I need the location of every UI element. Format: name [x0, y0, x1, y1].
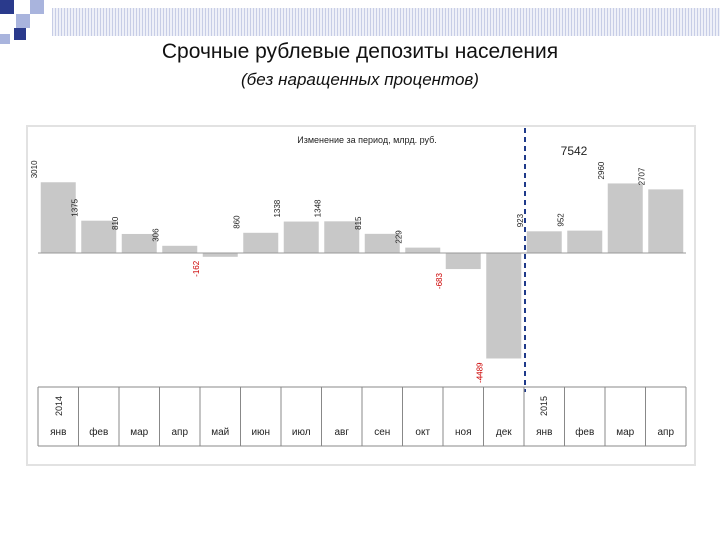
- bar-15: [648, 189, 684, 253]
- value-label-3: 306: [151, 228, 160, 242]
- bar-10: [445, 253, 481, 270]
- bar-8: [364, 233, 400, 253]
- bar-5: [243, 232, 279, 253]
- bar-13: [567, 230, 603, 253]
- value-label-0: 3010: [30, 160, 39, 178]
- value-label-11: -4489: [475, 362, 484, 383]
- value-label-10: -683: [435, 273, 444, 290]
- bar-11: [486, 253, 522, 359]
- slide-subtitle: (без наращенных процентов): [241, 70, 479, 89]
- bar-12: [526, 231, 562, 253]
- category-label-1: фев: [89, 426, 108, 438]
- value-label-4: -162: [192, 260, 201, 277]
- category-label-7: авг: [334, 427, 349, 438]
- category-label-8: сен: [374, 427, 390, 438]
- category-label-15: апр: [657, 427, 674, 438]
- value-label-9: 229: [394, 230, 403, 244]
- value-label-13: 952: [556, 213, 565, 227]
- value-label-12: 923: [516, 213, 525, 227]
- corner-square-5: [0, 34, 10, 44]
- category-label-3: апр: [171, 427, 188, 438]
- corner-square-1: [0, 0, 14, 14]
- bar-0: [40, 182, 76, 253]
- category-label-9: окт: [415, 427, 430, 438]
- chart-frame: [26, 125, 696, 466]
- category-label-14: мар: [616, 427, 634, 438]
- slide-title: Срочные рублевые депозиты населения: [161, 40, 559, 63]
- category-label-6: июл: [292, 427, 311, 438]
- value-label-1: 1375: [70, 198, 79, 216]
- value-label-5: 860: [232, 215, 241, 229]
- value-label-15: 2707: [637, 167, 646, 185]
- year-label-2014: 2014: [54, 396, 64, 416]
- bar-6: [283, 221, 319, 253]
- bar-2: [121, 233, 157, 253]
- category-label-11: дек: [496, 427, 512, 438]
- category-axis: янв фев мар апр май июн июл авг сен окт ноя дек янв ф…: [37, 386, 687, 447]
- value-label-6: 1338: [273, 199, 282, 217]
- bar-7: [324, 221, 360, 253]
- bar-9: [405, 247, 441, 253]
- year-label-2015: 2015: [539, 396, 549, 416]
- value-labels-group: 3010 1375 810 306 -162 860 1338 1348 815 229 -683 -…: [30, 160, 647, 383]
- bar-4: [202, 253, 238, 257]
- bars-group: [40, 182, 684, 359]
- value-label-7: 1348: [313, 199, 322, 217]
- category-label-5: июн: [251, 427, 270, 438]
- category-label-4: май: [211, 427, 229, 438]
- category-label-13: фев: [575, 426, 594, 438]
- category-ticks: [37, 387, 687, 446]
- category-label-0: янв: [50, 427, 66, 438]
- category-label-12: янв: [536, 427, 552, 438]
- chart-annotation: 7542: [561, 144, 588, 158]
- value-label-14: 2960: [597, 161, 606, 179]
- bar-1: [81, 220, 117, 253]
- category-labels: янв фев мар апр май июн июл авг сен окт ноя дек янв ф…: [50, 426, 674, 438]
- value-label-2: 810: [111, 216, 120, 230]
- header-stripe: [52, 8, 720, 36]
- bar-3: [162, 245, 198, 253]
- corner-square-3: [30, 0, 44, 14]
- chart-title: Изменение за период, млрд. руб.: [297, 135, 437, 145]
- category-label-2: мар: [130, 427, 148, 438]
- bar-14: [607, 183, 643, 253]
- value-label-8: 815: [354, 216, 363, 230]
- category-label-10: ноя: [455, 427, 472, 438]
- corner-square-4: [14, 28, 26, 40]
- corner-square-2: [16, 14, 30, 28]
